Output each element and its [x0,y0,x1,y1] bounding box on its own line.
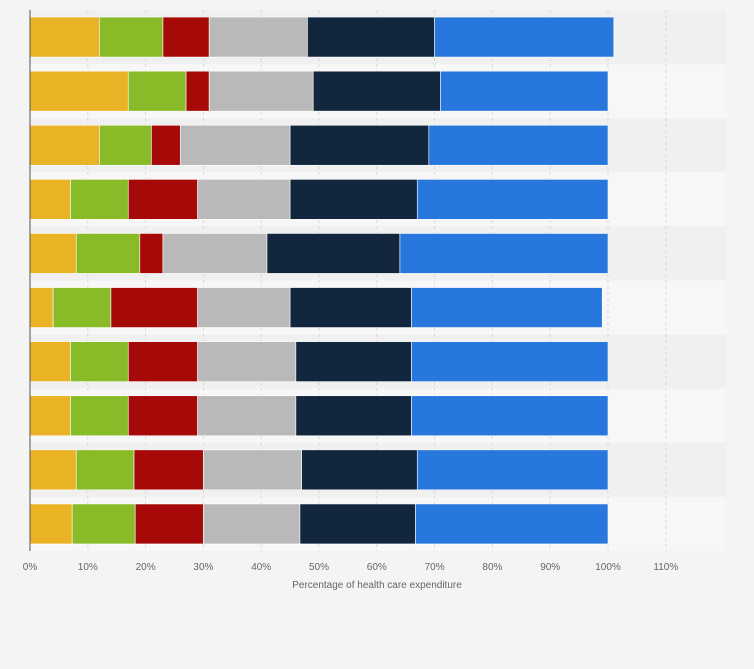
bars [29,16,615,545]
bar-segment [415,503,609,545]
bar-segment [99,124,152,166]
x-tick-label: 10% [78,562,98,573]
bar-segment [71,503,136,545]
bar-segment [197,341,297,382]
x-tick-label: 20% [136,562,156,573]
bar-segment [70,395,129,437]
bar-segment [295,395,412,437]
bar-segment [127,179,198,220]
bar-segment [307,16,435,58]
x-axis-title: Percentage of health care expenditure [292,580,462,591]
bar-segment [133,449,204,491]
bar-segment [70,341,129,382]
bar-segment [411,341,609,382]
bar-segment [197,179,291,220]
bar-segment [434,16,615,58]
bar-segment [440,70,609,112]
x-tick-label: 50% [309,562,329,573]
bar-segment [312,70,441,112]
x-tick-label: 30% [193,562,213,573]
bar-segment [162,16,210,58]
bar-segment [208,70,314,112]
bar-segment [289,124,430,166]
bar-segment [203,503,301,545]
bar-segment [266,233,401,274]
bar-segment [299,503,416,545]
bar-segment [399,233,609,274]
x-tick-label: 60% [367,562,387,573]
bar-segment [29,449,77,491]
bar-segment [29,395,71,437]
bar-segment [411,287,603,328]
bar-segment [203,449,302,491]
bar-segment [162,233,268,274]
bar-segment [416,449,609,491]
bar-segment [301,449,418,491]
x-tick-label: 110% [653,562,678,573]
bar-segment [289,287,412,328]
bar-segment [29,287,54,328]
bar-segment [127,70,187,112]
bar-segment [29,16,100,58]
x-tick-label: 90% [540,562,560,573]
bar-segment [75,449,135,491]
bar-segment [70,179,129,220]
bar-segment [110,287,198,328]
bar-segment [208,16,308,58]
bar-segment [29,179,71,220]
x-tick-labels: 0% 10% 20% 30% 40% 50% 60% 70% 80% 90% 100% 110% [23,562,679,573]
bar-segment [99,16,164,58]
bar-segment [29,70,129,112]
bar-segment [411,395,609,437]
x-tick-label: 100% [595,562,621,573]
bar-segment [134,503,204,545]
bar-segment [289,179,418,220]
x-tick-label: 40% [251,562,271,573]
bar-segment [29,503,73,545]
bar-segment [179,124,291,166]
x-tick-label: 70% [425,562,445,573]
x-tick-label: 0% [23,562,38,573]
bar-segment [197,287,291,328]
bar-segment [75,233,141,274]
bar-segment [295,341,412,382]
bar-segment [139,233,164,274]
bar-segment [151,124,181,166]
bar-segment [185,70,210,112]
bar-segment [197,395,297,437]
bar-segment [428,124,609,166]
bar-segment [29,341,71,382]
x-tick-label: 80% [482,562,502,573]
bar-segment [127,341,198,382]
bar-segment [29,233,77,274]
bar-segment [29,124,100,166]
bar-segment [127,395,198,437]
bar-segment [416,179,609,220]
bar-segment [52,287,112,328]
